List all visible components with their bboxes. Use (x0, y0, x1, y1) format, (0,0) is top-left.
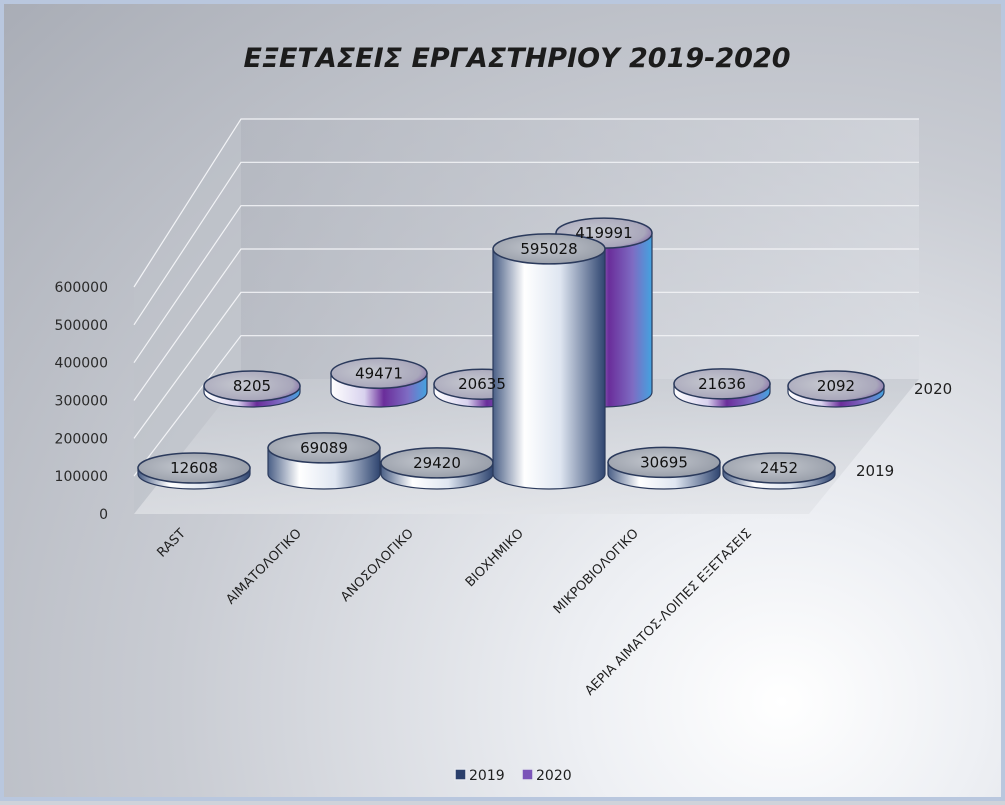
legend: 2019 2020 (454, 768, 572, 784)
gridlines (133, 118, 919, 477)
data-label-2019: 69089 (300, 439, 348, 457)
y-tick-label: 500000 (55, 318, 108, 334)
bioximiko-2019-bar (492, 233, 606, 490)
side-wall (134, 119, 241, 514)
gridline (133, 335, 919, 477)
gridline (133, 205, 919, 364)
bar-2020-1-top (330, 357, 428, 390)
legend-label-2020: 2020 (536, 768, 572, 784)
data-label-2019: 12608 (170, 459, 218, 477)
data-label-2020: 20635 (458, 375, 506, 393)
gridline (133, 248, 919, 401)
category-label: RAST (154, 526, 188, 560)
data-label-2020: 419991 (575, 224, 632, 242)
legend-swatch-2020 (521, 768, 534, 781)
y-tick-label: 400000 (55, 356, 108, 372)
legend-swatch-2019 (454, 768, 467, 781)
bar-2020-0-top (203, 370, 301, 402)
bar-2019-3-body (492, 248, 606, 490)
chart-title: ΕΞΕΤΑΣΕΙΣ ΕΡΓΑΣΤΗΡΙΟΥ 2019-2020 (243, 43, 790, 74)
gridline (133, 291, 919, 439)
data-label-2020: 49471 (355, 364, 403, 382)
data-label-2020: 2092 (817, 377, 855, 395)
category-label: ΑΝΟΣΟΛΟΓΙΚΟ (338, 526, 417, 605)
gridline (133, 118, 919, 288)
series-axis-label-2019: 2019 (856, 462, 894, 480)
category-label: ΑΙΜΑΤΟΛΟΓΙΚΟ (224, 526, 305, 607)
category-label: ΒΙΟΧΗΜΙΚΟ (463, 526, 527, 590)
data-label-2019: 30695 (640, 453, 688, 471)
data-label-2020: 8205 (233, 377, 271, 395)
data-labels: 8205 49471 20635 419991 21636 2092 12608 69089 2… (170, 224, 855, 477)
data-label-2020: 21636 (698, 375, 746, 393)
chart-canvas: ΕΞΕΤΑΣΕΙΣ ΕΡΓΑΣΤΗΡΙΟΥ 2019-2020 0 100000 2… (55, 43, 953, 784)
gridline (133, 161, 919, 326)
bar-2019-0-top (137, 452, 251, 484)
y-tick-label: 300000 (55, 394, 108, 410)
category-labels: RAST ΑΙΜΑΤΟΛΟΓΙΚΟ ΑΝΟΣΟΛΟΓΙΚΟ ΒΙΟΧΗΜΙΚΟ ΜΙΚΡ… (154, 526, 754, 699)
series-2020-bars (203, 217, 885, 408)
legend-label-2019: 2019 (469, 768, 505, 784)
bar-2020-4-top (673, 368, 771, 400)
series-axis-label-2020: 2020 (914, 380, 952, 398)
y-axis-ticks: 0 100000 200000 300000 400000 500000 600000 (55, 280, 108, 523)
data-label-2019: 595028 (520, 240, 577, 258)
y-tick-label: 600000 (55, 280, 108, 296)
data-label-2019: 29420 (413, 454, 461, 472)
bar-2019-1-top (267, 432, 381, 464)
y-tick-label: 0 (99, 507, 108, 523)
bar-2019-4-top (607, 446, 721, 479)
bar-2020-5-top (787, 370, 885, 402)
y-tick-label: 200000 (55, 431, 108, 447)
y-tick-label: 100000 (55, 469, 108, 485)
series-2019-bars (137, 432, 836, 490)
bar-2019-5-top (722, 452, 836, 484)
data-label-2019: 2452 (760, 459, 798, 477)
category-label: ΜΙΚΡΟΒΙΟΛΟΓΙΚΟ (551, 526, 642, 617)
bar-2019-3-top (492, 233, 606, 265)
